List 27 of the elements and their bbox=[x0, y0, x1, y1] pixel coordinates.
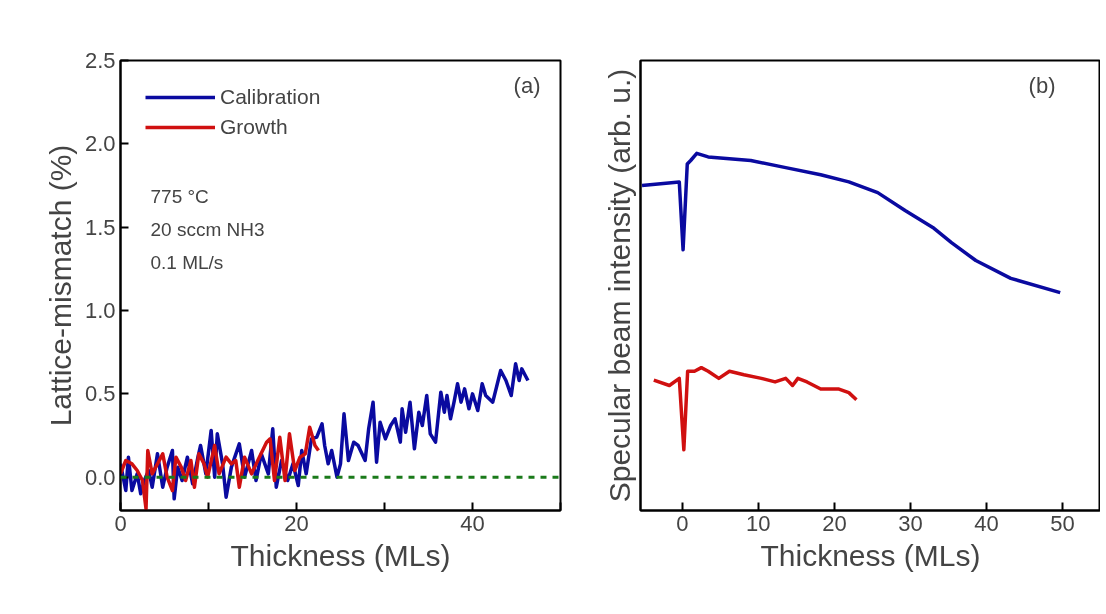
y-axis-title: Specular beam intensity (arb. u.) bbox=[602, 68, 636, 503]
x-tick-label: 40 bbox=[974, 510, 999, 536]
annotation: 20 sccm NH3 bbox=[150, 218, 265, 240]
x-tick-label: 50 bbox=[1050, 510, 1075, 536]
x-tick-label: 30 bbox=[898, 510, 923, 536]
y-axis-title: Lattice-mismatch (%) bbox=[43, 144, 77, 427]
y-tick-label: 0.5 bbox=[84, 381, 116, 407]
x-tick-label: 0 bbox=[676, 510, 689, 536]
annotation: 0.1 ML/s bbox=[150, 251, 224, 273]
y-tick-label: 1.0 bbox=[84, 298, 116, 323]
annotation: 775 °C bbox=[150, 185, 209, 207]
x-tick-label: 10 bbox=[746, 510, 771, 536]
y-tick-label: 2.0 bbox=[84, 131, 116, 157]
annotation: (a) bbox=[513, 72, 541, 98]
x-tick-label: 40 bbox=[460, 510, 485, 536]
y-tick-label: 1.5 bbox=[84, 214, 116, 240]
x-tick-label: 20 bbox=[284, 510, 309, 536]
y-tick-label: 2.5 bbox=[84, 48, 116, 73]
line-series bbox=[120, 425, 321, 511]
x-axis-title: Thickness (MLs) bbox=[230, 538, 451, 572]
x-axis-title: Thickness (MLs) bbox=[760, 538, 981, 572]
y-tick-label: 0.0 bbox=[84, 464, 116, 490]
legend-label: Growth bbox=[220, 115, 288, 139]
x-tick-label: 0 bbox=[114, 510, 127, 536]
legend-label: Calibration bbox=[220, 85, 321, 109]
x-tick-label: 20 bbox=[822, 510, 847, 536]
text: (b) bbox=[1028, 72, 1056, 98]
